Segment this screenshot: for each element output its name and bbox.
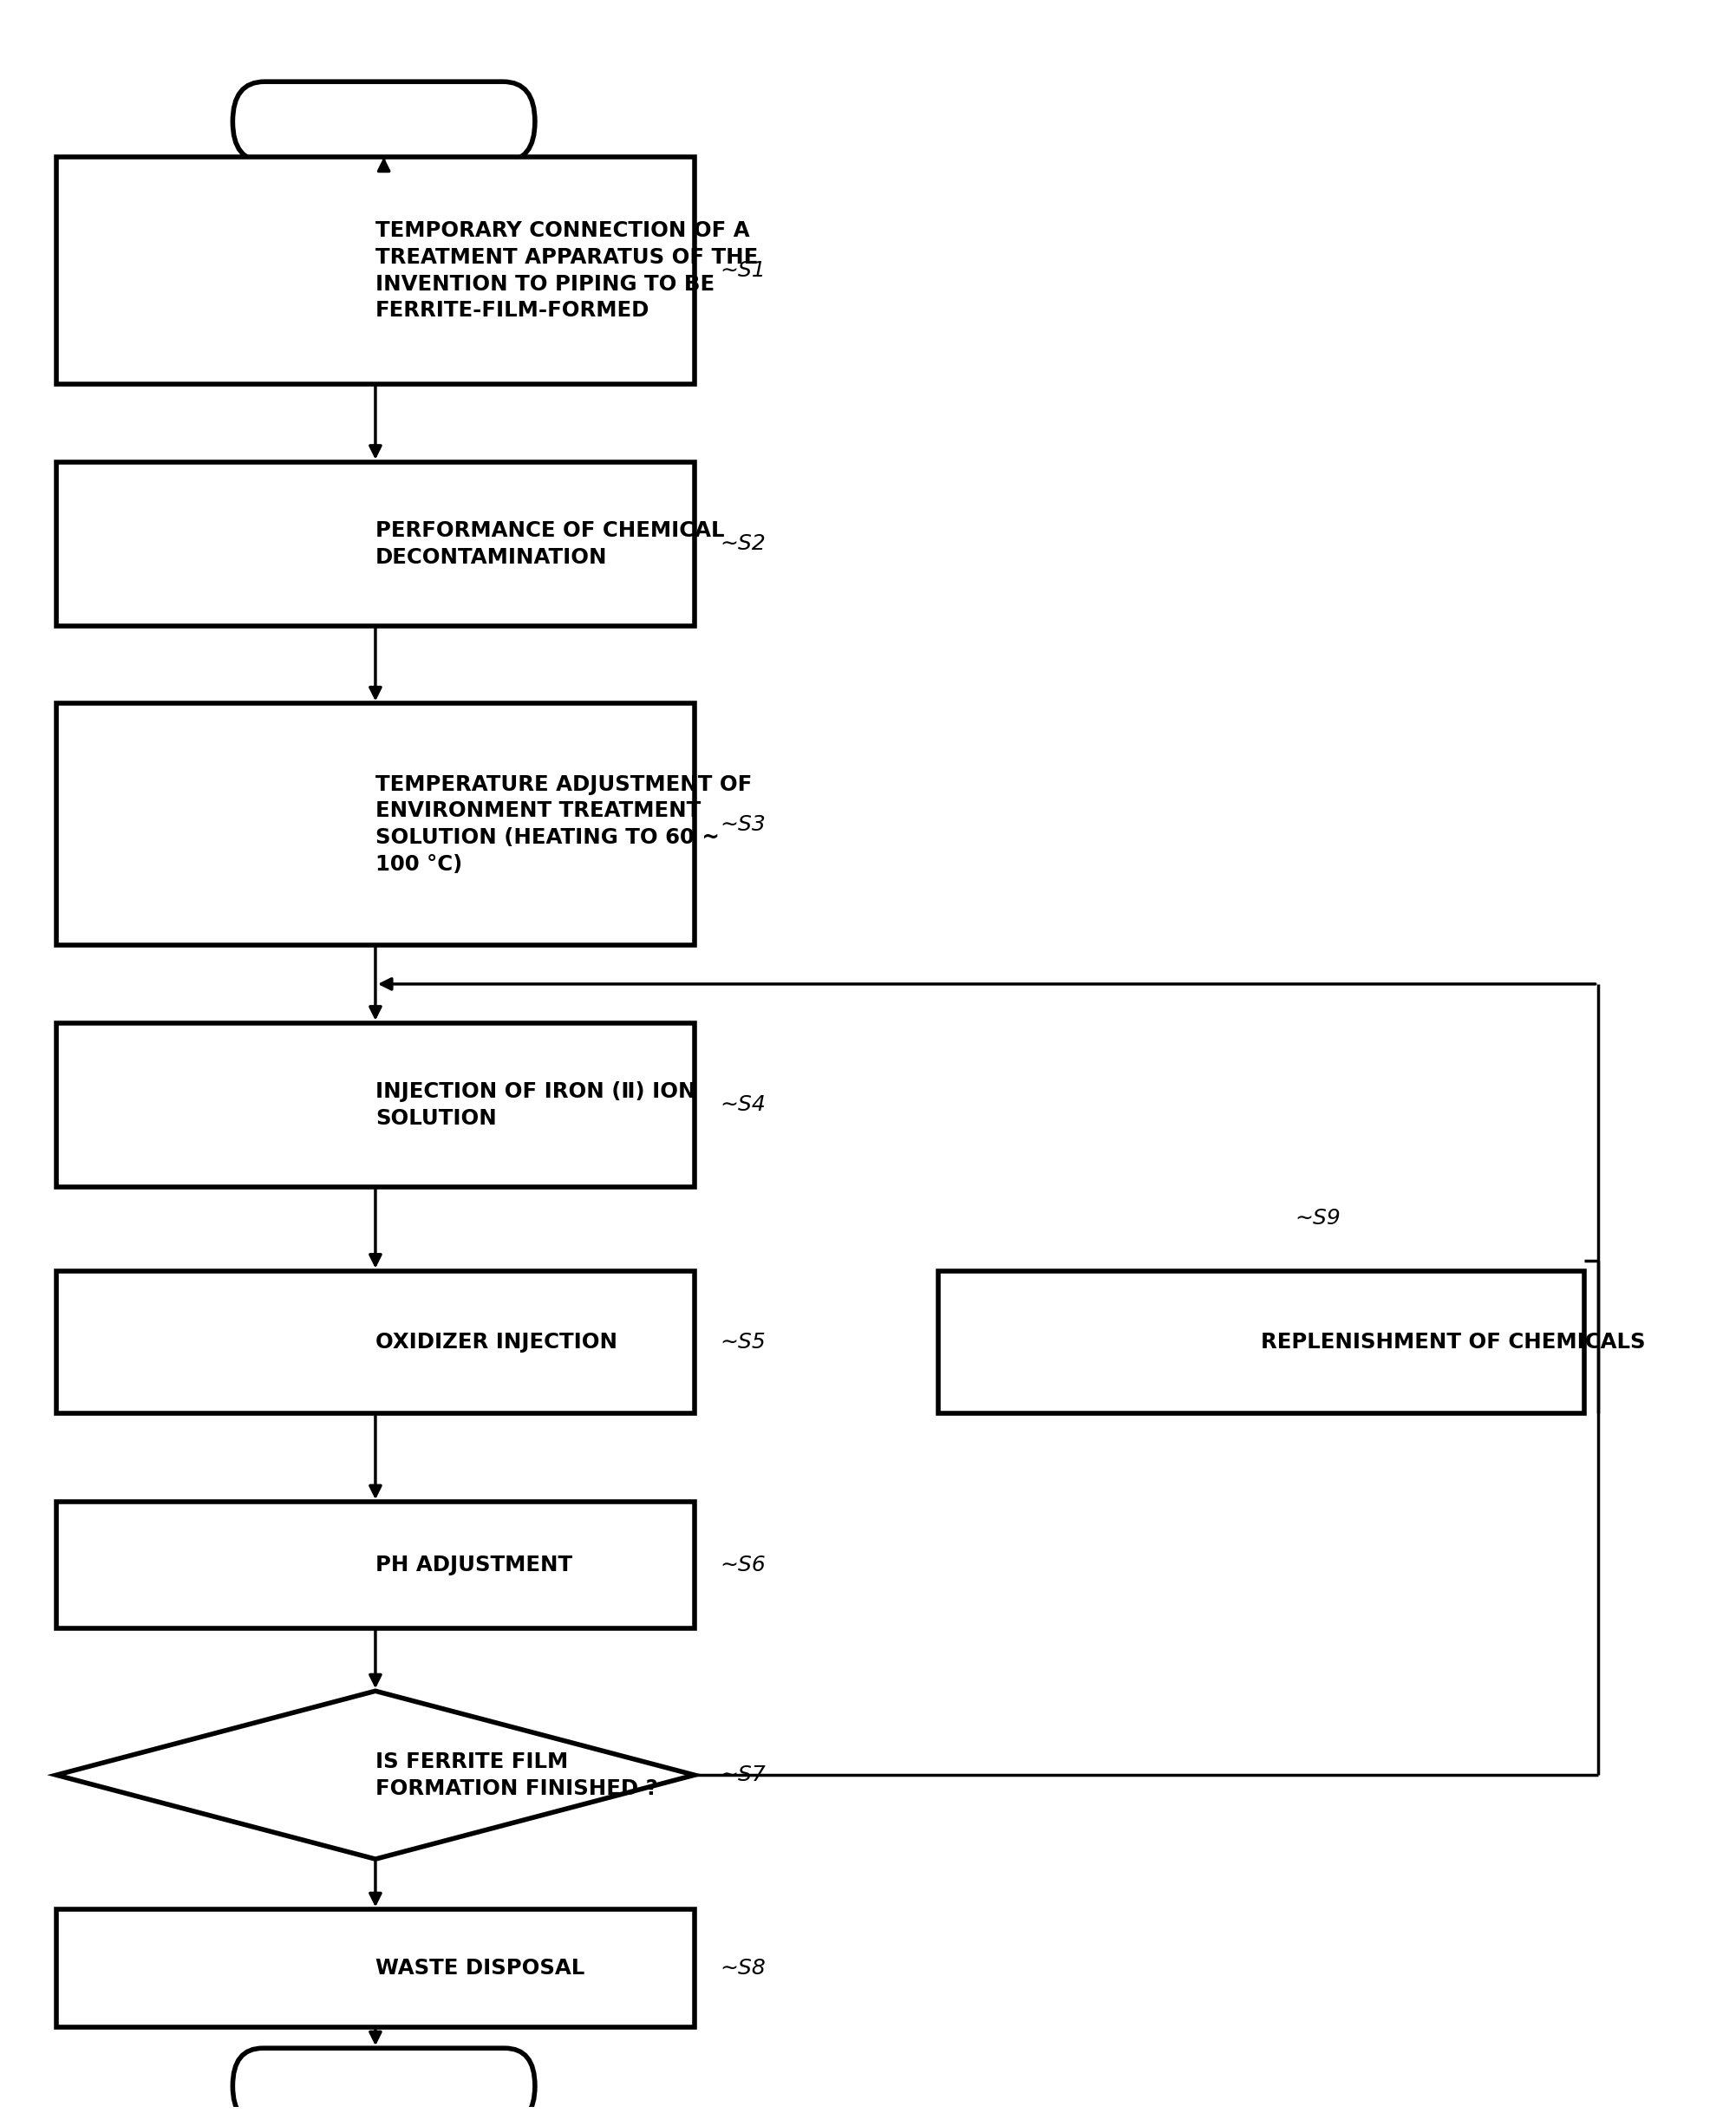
Text: PERFORMANCE OF CHEMICAL
DECONTAMINATION: PERFORMANCE OF CHEMICAL DECONTAMINATION — [375, 520, 724, 568]
Text: ∼S5: ∼S5 — [720, 1331, 766, 1352]
Text: IS FERRITE FILM
FORMATION FINISHED ?: IS FERRITE FILM FORMATION FINISHED ? — [375, 1752, 658, 1798]
Text: ∼S4: ∼S4 — [720, 1095, 766, 1116]
Text: ∼S6: ∼S6 — [720, 1555, 766, 1576]
Text: ∼S2: ∼S2 — [720, 532, 766, 554]
Text: TEMPORARY CONNECTION OF A
TREATMENT APPARATUS OF THE
INVENTION TO PIPING TO BE
F: TEMPORARY CONNECTION OF A TREATMENT APPA… — [375, 220, 759, 321]
FancyBboxPatch shape — [56, 156, 694, 385]
FancyBboxPatch shape — [56, 704, 694, 945]
Text: ∼S8: ∼S8 — [720, 1959, 766, 1978]
FancyBboxPatch shape — [56, 1502, 694, 1627]
Text: TEMPERATURE ADJUSTMENT OF
ENVIRONMENT TREATMENT
SOLUTION (HEATING TO 60 ~
100 °C: TEMPERATURE ADJUSTMENT OF ENVIRONMENT TR… — [375, 773, 752, 875]
Text: ∼S1: ∼S1 — [720, 260, 766, 281]
Text: ∼S9: ∼S9 — [1295, 1209, 1340, 1228]
Polygon shape — [56, 1690, 694, 1859]
Text: WASTE DISPOSAL: WASTE DISPOSAL — [375, 1959, 585, 1978]
FancyBboxPatch shape — [56, 1270, 694, 1414]
Text: ∼S3: ∼S3 — [720, 814, 766, 835]
Text: REPLENISHMENT OF CHEMICALS: REPLENISHMENT OF CHEMICALS — [1260, 1331, 1646, 1352]
Text: ∼S7: ∼S7 — [720, 1764, 766, 1785]
FancyBboxPatch shape — [56, 1910, 694, 2026]
FancyBboxPatch shape — [233, 82, 535, 161]
Text: PH ADJUSTMENT: PH ADJUSTMENT — [375, 1555, 573, 1576]
Text: INJECTION OF IRON (Ⅱ) ION
SOLUTION: INJECTION OF IRON (Ⅱ) ION SOLUTION — [375, 1082, 696, 1128]
FancyBboxPatch shape — [937, 1270, 1585, 1414]
FancyBboxPatch shape — [56, 463, 694, 625]
FancyBboxPatch shape — [233, 2047, 535, 2113]
Text: OXIDIZER INJECTION: OXIDIZER INJECTION — [375, 1331, 618, 1352]
FancyBboxPatch shape — [56, 1023, 694, 1188]
